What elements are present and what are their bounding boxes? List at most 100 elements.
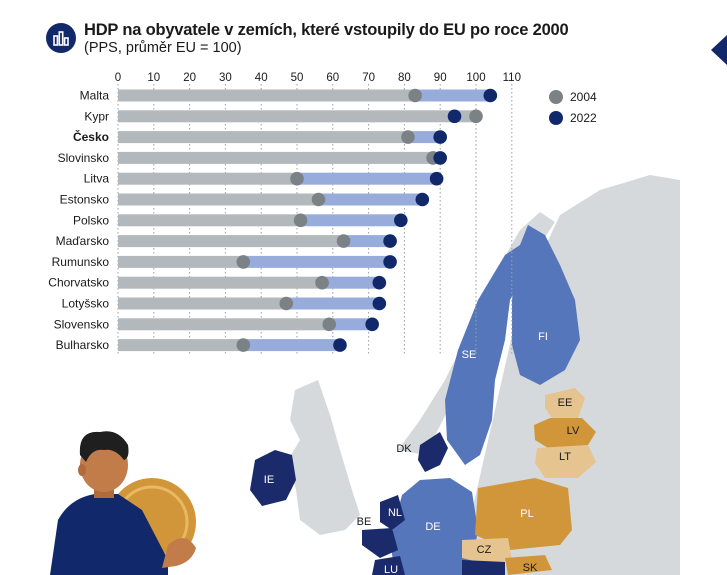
x-tick-label: 80 [398,72,411,84]
legend-swatch-2022 [549,110,563,125]
gridlines [117,84,513,356]
legend-label: 2004 [570,89,597,104]
category-label: Bulharsko [56,338,110,352]
bar-base [118,172,297,185]
bar-base [118,276,323,289]
point-2022 [383,255,397,269]
bar-base [118,214,301,227]
point-2022 [433,151,448,165]
x-tick-label: 10 [147,72,160,84]
bar-base [118,235,344,248]
chevron-left-icon[interactable] [707,35,727,65]
map-label-lu: LU [384,564,398,575]
bar-base [118,110,455,123]
point-2022 [383,234,397,248]
point-2022 [372,275,387,290]
category-label: Lotyšsko [62,297,110,311]
map-label-lt: LT [559,451,571,463]
map-label-be: BE [357,516,372,528]
map-country-ie [250,450,296,506]
point-2022 [433,130,448,144]
point-2004 [315,275,329,290]
bar-change [329,318,373,331]
x-tick-label: 40 [255,72,268,84]
map-country-uk [288,380,360,535]
chart-subtitle: (PPS, průměr EU = 100) [84,40,242,56]
chart-title: HDP na obyvatele v zemích, které vstoupi… [84,21,569,39]
point-2004 [469,109,483,124]
point-2004 [236,338,251,352]
bar-base [118,89,416,102]
x-tick-label: 100 [466,72,485,84]
point-2004 [401,130,415,144]
bar-change [318,193,423,206]
map-country-cz [462,538,512,565]
map-country-sk [505,555,552,575]
category-label: Kypr [84,109,109,123]
bar-base [118,297,287,310]
category-label: Polsko [73,213,109,227]
bar-change [415,89,491,102]
bar-chart-icon [46,23,76,53]
bar-change [243,255,391,268]
map-label-fi: FI [538,331,548,343]
point-2004 [290,171,304,186]
bar-change [243,339,340,352]
point-2022 [394,213,408,228]
x-axis-ticks: 0 10 20 30 40 50 60 70 80 90 100 110 [115,72,521,84]
map-country-de [390,478,478,575]
bar-change [297,172,437,185]
x-tick-label: 30 [219,72,232,84]
category-label: Česko [73,129,109,144]
point-2004 [279,296,294,311]
point-2022 [483,88,498,103]
legend-item-2022: 2022 [549,110,597,125]
bar-change [407,131,441,144]
map-country-pl [475,478,572,550]
map-label-ie: IE [264,474,274,486]
category-label: Rumunsko [52,255,110,269]
bar-change [322,276,380,289]
map-country-at [462,560,505,575]
map-label-se: SE [462,349,477,361]
x-tick-label: 70 [362,72,375,84]
category-label: Malta [80,89,110,103]
point-2004 [336,234,351,248]
x-tick-label: 90 [434,72,447,84]
point-2004 [322,317,337,332]
category-labels: Malta Kypr Česko Slovinsko Litva Estonsko Pols… [48,89,109,353]
point-2022 [333,338,347,352]
point-2022 [372,296,387,311]
map-label-ee: EE [558,397,573,409]
map-label-cz: CZ [477,544,492,556]
map-label-nl: NL [388,507,402,519]
legend-item-2004: 2004 [549,89,597,104]
bar-base [118,339,244,352]
bar-change [300,214,401,227]
category-label: Chorvatsko [48,276,109,290]
category-label: Litva [84,172,110,186]
map-label-dk: DK [396,443,412,455]
point-2004 [311,192,326,207]
category-label: Slovinsko [58,151,110,165]
map-country-lt [535,445,596,478]
category-label: Slovensko [54,317,110,331]
x-tick-label: 50 [291,72,304,84]
legend-label: 2022 [570,110,597,125]
x-tick-label: 110 [503,72,521,84]
point-2004 [236,255,251,269]
data-points [236,88,498,352]
bar-base [118,193,319,206]
point-2004 [408,88,422,103]
bar-base [118,151,434,164]
bars [118,89,491,352]
map-background-land [470,175,680,575]
point-2004 [293,213,308,228]
x-tick-label: 20 [183,72,196,84]
category-label: Estonsko [60,193,110,207]
category-label: Maďarsko [56,234,110,248]
map-country-dk [418,432,448,472]
